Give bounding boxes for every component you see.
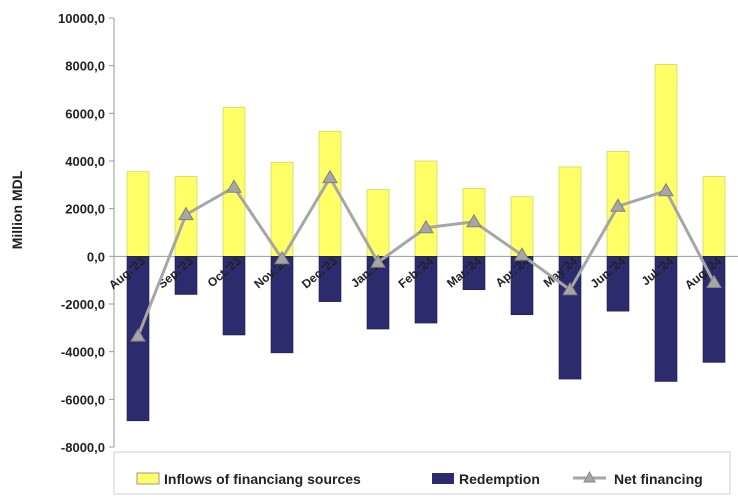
- net-financing-marker: [610, 198, 626, 212]
- bar-redemption: [702, 256, 726, 363]
- legend: Inflows of financiang sources Redemption…: [113, 451, 731, 495]
- net-financing-marker: [514, 247, 530, 261]
- net-financing-marker: [178, 206, 194, 221]
- bar-redemption: [318, 256, 342, 302]
- bar-redemption: [414, 256, 438, 324]
- legend-marker-net-financing: [583, 470, 596, 483]
- net-financing-marker: [418, 219, 434, 234]
- y-tick-label: 10000,0: [58, 11, 105, 26]
- y-tick-label: -6000,0: [61, 392, 105, 407]
- net-financing-marker: [658, 182, 674, 197]
- y-tick-label: 4000,0: [65, 154, 105, 169]
- net-financing-marker: [706, 274, 722, 289]
- bar-inflows: [126, 171, 150, 257]
- y-tick-labels: 10000,0 8000,0 6000,0 4000,0 2000,0 0,0 -2000,…: [58, 11, 105, 455]
- bars: [126, 64, 726, 422]
- bar-redemption: [462, 256, 486, 291]
- y-tick-label: -2000,0: [61, 297, 105, 312]
- bar-inflows: [654, 64, 678, 257]
- net-financing-marker: [466, 213, 482, 228]
- net-financing-marker: [370, 254, 386, 268]
- bar-redemption: [606, 256, 630, 312]
- y-tick-label: -4000,0: [61, 345, 105, 360]
- bar-inflows: [702, 176, 726, 257]
- net-financing-marker: [322, 169, 338, 184]
- net-financing-line: [130, 169, 722, 342]
- y-tick-label: 2000,0: [65, 202, 105, 217]
- y-tick-label: 8000,0: [65, 59, 105, 74]
- legend-label-inflows: Inflows of financiang sources: [164, 471, 361, 487]
- net-financing-marker: [562, 281, 578, 296]
- legend-label-net-financing: Net financing: [614, 471, 703, 487]
- legend-label-redemption: Redemption: [459, 471, 540, 487]
- bar-inflows: [270, 161, 294, 257]
- net-financing-marker: [130, 328, 146, 342]
- bar-redemption: [222, 256, 246, 336]
- bar-redemption: [654, 256, 678, 382]
- net-financing-marker: [274, 250, 290, 265]
- y-tick-label: -8000,0: [61, 440, 105, 455]
- bar-inflows: [558, 166, 582, 257]
- bar-redemption: [174, 256, 198, 295]
- legend-box: [113, 451, 731, 495]
- net-financing-marker: [226, 179, 242, 193]
- legend-swatch-inflows: [136, 472, 160, 485]
- bar-inflows: [414, 160, 438, 257]
- y-tick-label: 6000,0: [65, 106, 105, 121]
- y-tick-label: 0,0: [87, 249, 105, 264]
- legend-swatch-redemption: [432, 473, 454, 484]
- y-axis-title: Million MDL: [9, 170, 25, 249]
